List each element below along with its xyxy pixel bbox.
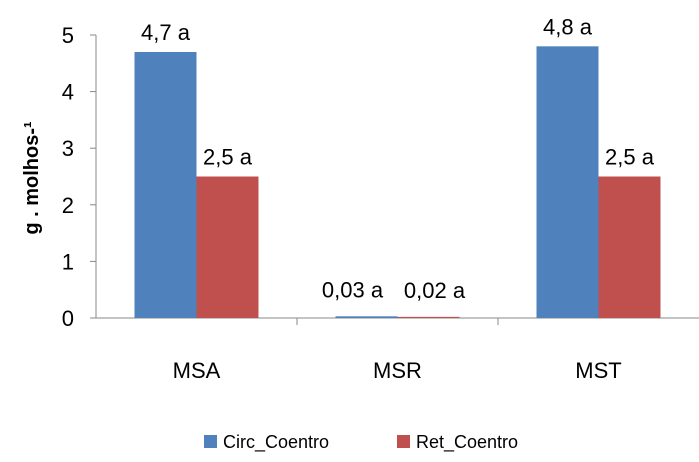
legend: Circ_Coentro Ret_Coentro: [204, 432, 518, 453]
data-label: 4,7 a: [141, 20, 191, 45]
bar-Ret_Coentro-MST: [598, 176, 661, 318]
y-tick-labels: 0 1 2 3 4 5: [62, 23, 74, 331]
category-label: MST: [575, 358, 621, 383]
data-label: 4,8 a: [543, 14, 593, 39]
legend-swatch-Ret_Coentro: [397, 435, 410, 448]
bar-Circ_Coentro-MSA: [134, 51, 197, 318]
y-tick-label: 5: [62, 23, 74, 48]
data-label: 0,03 a: [322, 277, 384, 302]
data-labels: 4,7 a 2,5 a 0,03 a 0,02 a 4,8 a 2,5 a: [141, 14, 655, 303]
y-tick-label: 2: [62, 193, 74, 218]
bar-Circ_Coentro-MSR: [335, 316, 398, 318]
y-tick-label: 3: [62, 136, 74, 161]
y-tick-label: 0: [62, 306, 74, 331]
category-label: MSR: [373, 358, 422, 383]
legend-swatch-Circ_Coentro: [204, 435, 217, 448]
category-label: MSA: [173, 358, 221, 383]
data-label: 2,5 a: [605, 145, 655, 170]
bars: [134, 46, 661, 318]
legend-label: Ret_Coentro: [416, 432, 518, 453]
y-tick-label: 4: [62, 80, 74, 105]
data-label: 2,5 a: [203, 145, 253, 170]
category-labels: MSA MSR MST: [173, 358, 622, 383]
y-axis-label: g . molhos-¹: [21, 121, 43, 235]
bar-Ret_Coentro-MSA: [196, 176, 259, 318]
data-label: 0,02 a: [404, 278, 466, 303]
bar-Circ_Coentro-MST: [536, 46, 599, 318]
y-tick-label: 1: [62, 249, 74, 274]
bar-Ret_Coentro-MSR: [397, 316, 460, 318]
legend-label: Circ_Coentro: [223, 432, 329, 453]
